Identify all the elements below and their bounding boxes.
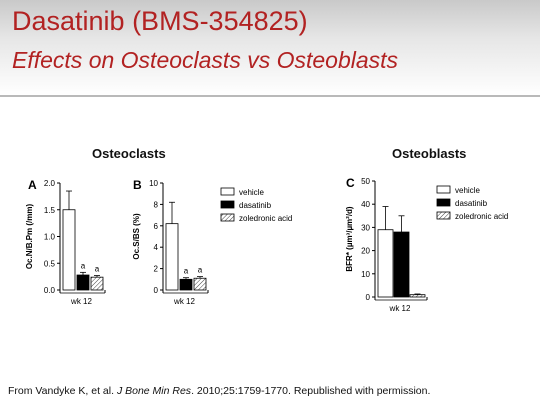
- title-divider: [0, 95, 540, 97]
- legend-label: zoledronic acid: [455, 212, 508, 221]
- bar-vehicle: [165, 223, 179, 291]
- legend-left: vehicle dasatinib zoledronic acid: [220, 187, 292, 223]
- legend-swatch: [220, 200, 235, 209]
- y-tick-label: 0: [154, 286, 159, 295]
- y-axis-label: BFR* (µm³/µm²/d): [345, 206, 354, 272]
- significance-label: a: [198, 266, 203, 275]
- legend-right: vehicle dasatinib zoledronic acid: [436, 185, 508, 221]
- y-tick-label: 50: [361, 177, 370, 186]
- bar-zoledronic-acid: [90, 276, 104, 291]
- legend-swatch: [436, 198, 451, 207]
- legend-label: zoledronic acid: [239, 214, 292, 223]
- y-tick-label: 10: [149, 179, 158, 188]
- y-tick-label: 1.0: [44, 233, 56, 242]
- significance-label: a: [184, 267, 189, 276]
- citation-pre: From Vandyke K, et al.: [8, 385, 117, 397]
- charts-canvas: A0.00.51.01.52.0Oc.N/B.Pm (/mm) a awk 12B0…: [25, 176, 508, 313]
- slide-subtitle: Effects on Osteoclasts vs Osteoblasts: [12, 47, 399, 73]
- legend-swatch: [220, 187, 235, 196]
- legend-label: vehicle: [455, 186, 480, 195]
- citation-journal: J Bone Min Res: [116, 385, 192, 397]
- significance-label: a: [95, 265, 100, 274]
- y-tick-label: 0: [366, 293, 371, 302]
- bar-vehicle: [62, 209, 76, 291]
- citation: From Vandyke K, et al. J Bone Min Res. 2…: [8, 385, 430, 397]
- bar-dasatinib: [393, 231, 410, 298]
- bar-dasatinib: [179, 278, 193, 291]
- legend-swatch: [436, 211, 451, 220]
- bar-zoledronic-acid: [193, 277, 207, 291]
- legend-swatch: [220, 213, 235, 222]
- bar-dasatinib: [76, 274, 90, 291]
- y-tick-label: 0.5: [44, 259, 56, 268]
- y-tick-label: 0.0: [44, 286, 56, 295]
- legend-label: dasatinib: [239, 201, 272, 210]
- y-tick-label: 4: [154, 243, 159, 252]
- bar-zoledronic-acid: [409, 294, 426, 298]
- y-axis-label: Oc.N/B.Pm (/mm): [25, 203, 34, 269]
- legend-swatch: [436, 185, 451, 194]
- y-tick-label: 1.5: [44, 206, 56, 215]
- slide-title: Dasatinib (BMS-354825): [12, 6, 308, 36]
- y-tick-label: 30: [361, 223, 370, 232]
- y-tick-label: 8: [154, 200, 159, 209]
- y-tick-label: 2: [154, 265, 159, 274]
- x-axis-label: wk 12: [389, 304, 411, 313]
- legend-label: vehicle: [239, 188, 264, 197]
- x-axis-label: wk 12: [173, 297, 195, 306]
- panel-a: A 0.0 0.5 1.0 1.5 2.0 Oc.N/B.Pm (/mm) a a wk 12: [25, 178, 106, 306]
- y-tick-label: 6: [154, 222, 159, 231]
- y-tick-label: 10: [361, 270, 370, 279]
- x-axis-label: wk 12: [70, 297, 92, 306]
- panel-letter: A: [28, 178, 37, 192]
- y-tick-label: 40: [361, 200, 370, 209]
- y-tick-label: 20: [361, 247, 370, 256]
- title-band: [0, 0, 540, 95]
- y-axis-label: Oc.S/BS (%): [132, 213, 141, 260]
- significance-label: a: [81, 261, 86, 270]
- osteoblasts-heading: Osteoblasts: [392, 146, 467, 161]
- panel-c: C 0 10 20 30 40 50 BFR* (µm³/µm²/d) wk 12: [345, 176, 428, 313]
- y-tick-label: 2.0: [44, 179, 56, 188]
- panel-letter: C: [346, 176, 355, 190]
- legend-label: dasatinib: [455, 199, 488, 208]
- panel-b: B 0 2 4 6 8 10 Oc.S/BS (%) a a wk 12: [132, 178, 209, 306]
- citation-post: . 2010;25:1759-1770. Republished with pe…: [191, 385, 431, 397]
- osteoclasts-heading: Osteoclasts: [92, 146, 166, 161]
- bar-vehicle: [377, 229, 394, 298]
- panel-letter: B: [133, 178, 142, 192]
